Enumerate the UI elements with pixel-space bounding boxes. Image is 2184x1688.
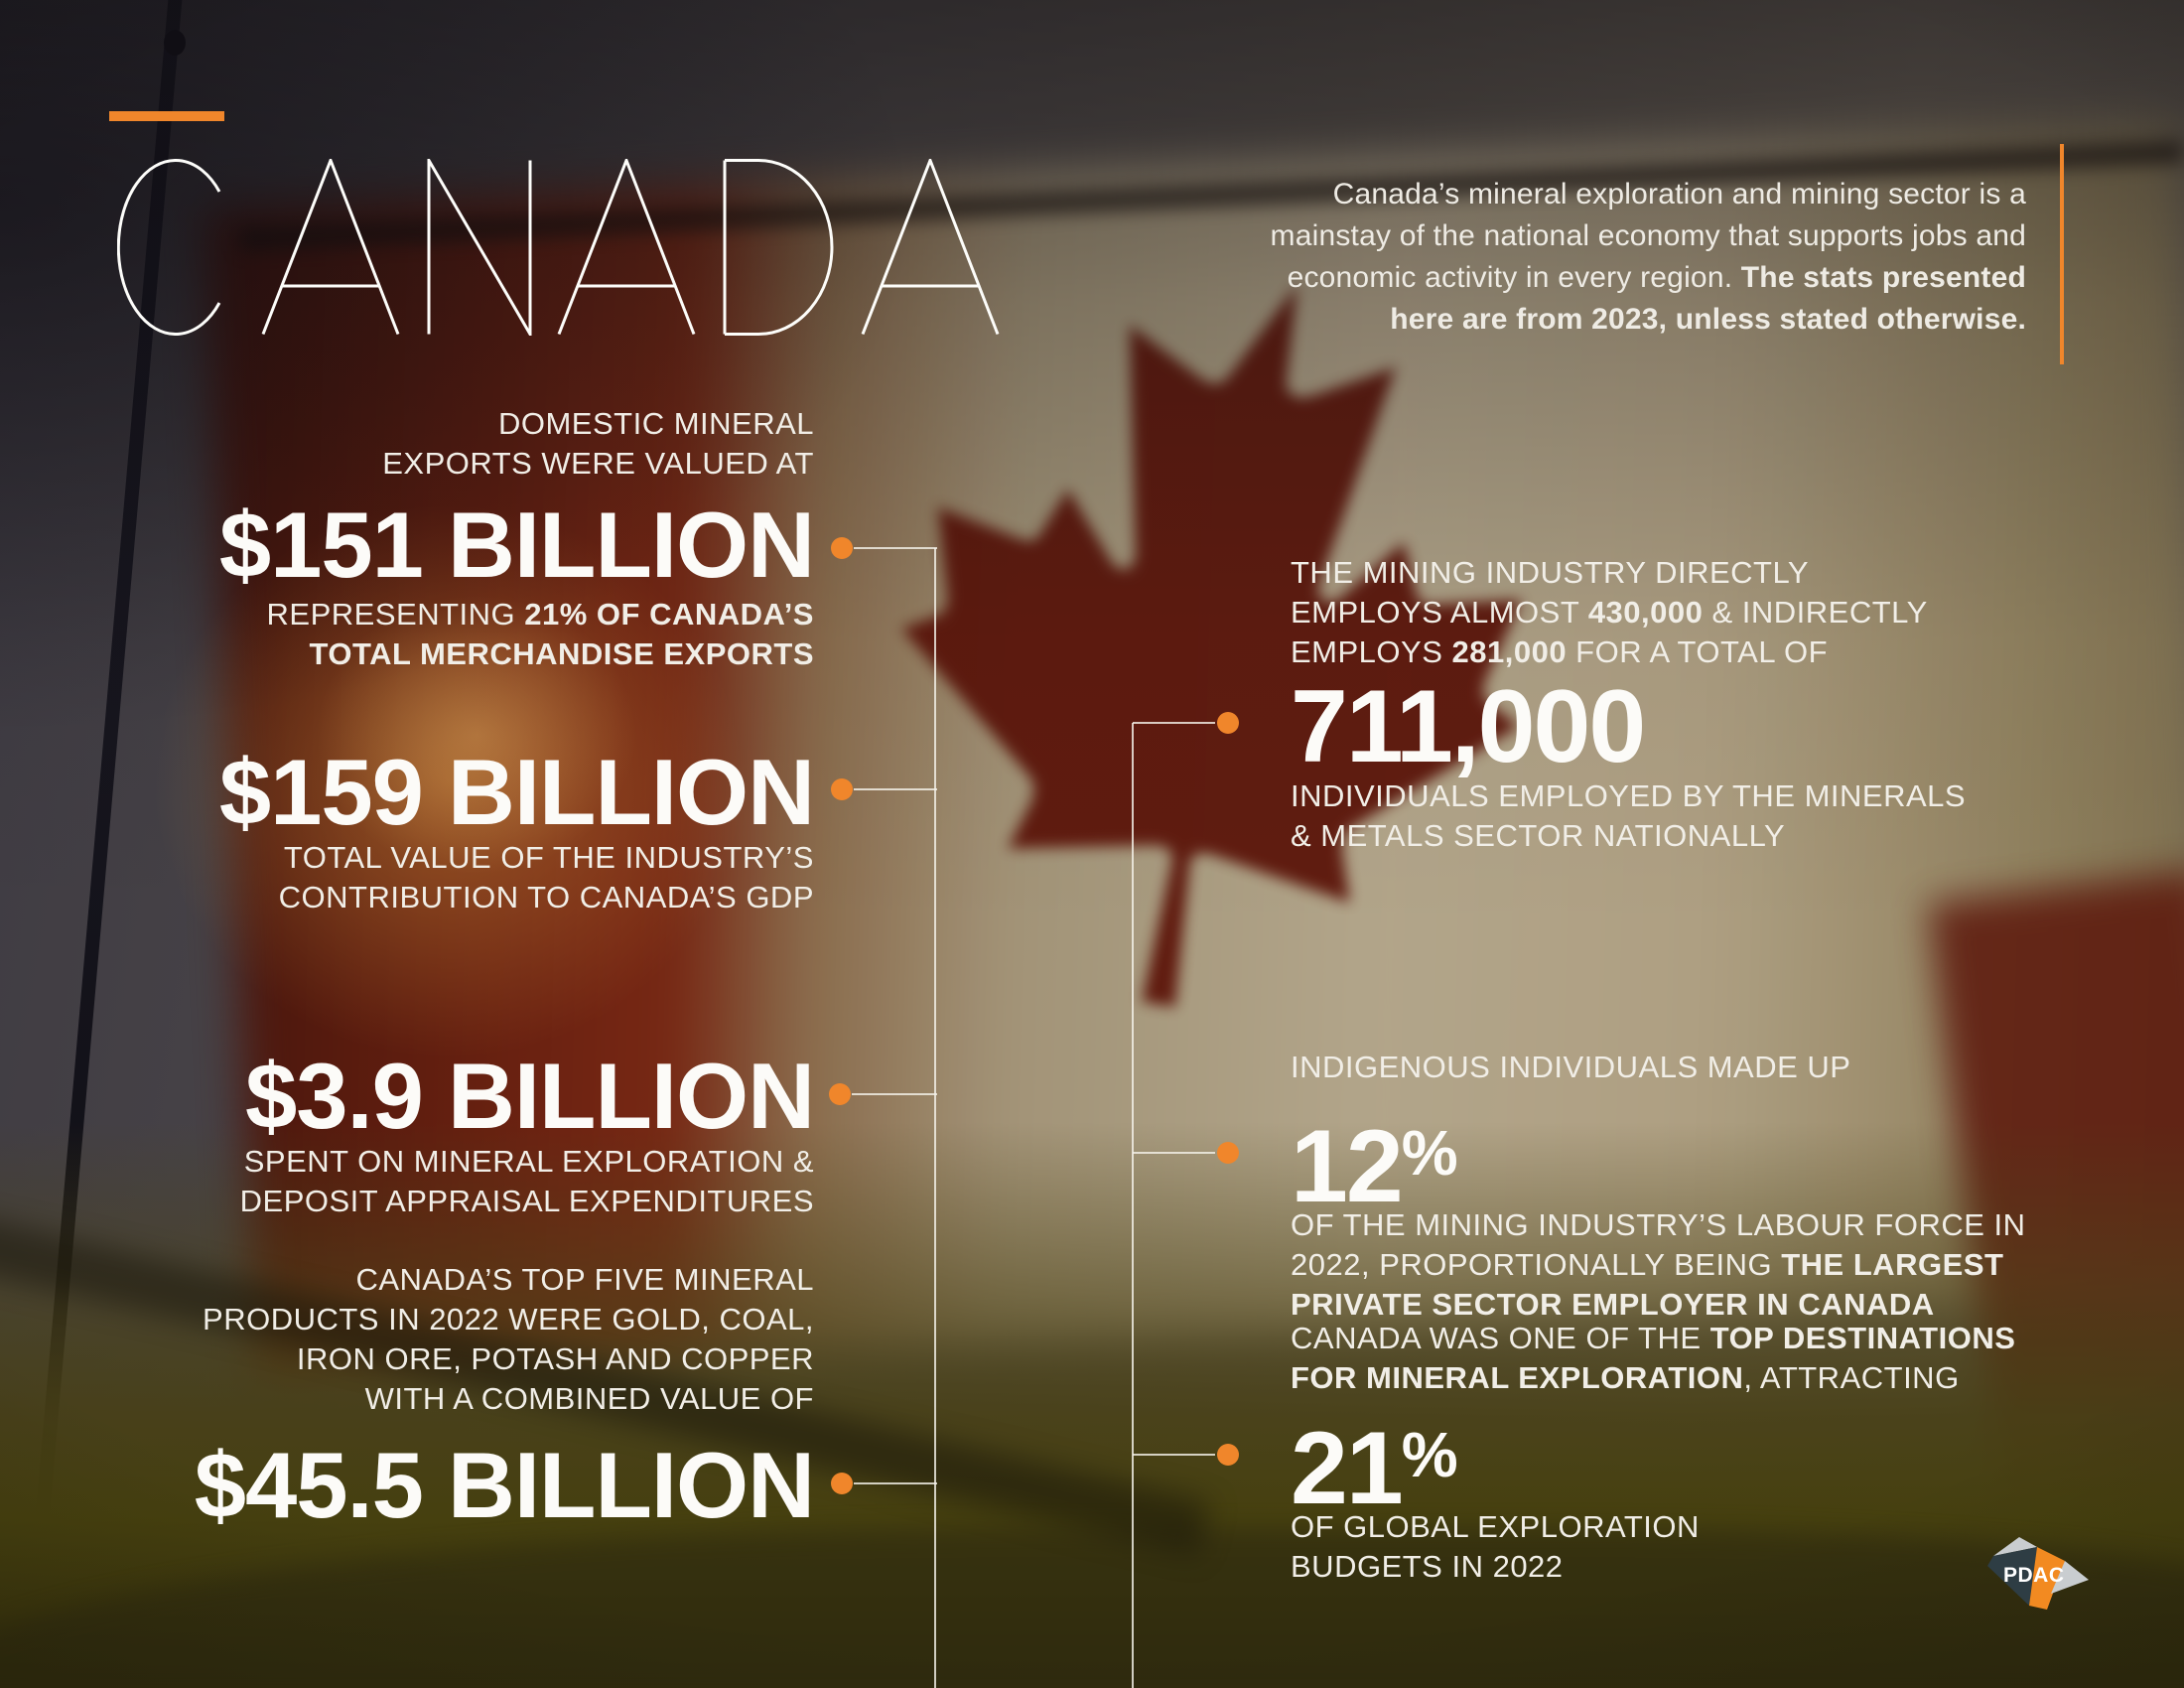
pdac-logo: PDAC	[1987, 1537, 2089, 1610]
dot-711k	[1217, 712, 1239, 734]
stat-exports-header: DOMESTIC MINERAL EXPORTS WERE VALUED AT	[382, 406, 814, 481]
dot-159b	[831, 778, 853, 800]
dot-151b	[831, 537, 853, 559]
stat-indigenous-caption: OF THE MINING INDUSTRY’S LABOUR FORCE IN…	[1291, 1207, 2026, 1322]
logo-facet-orange	[2029, 1547, 2065, 1610]
letter-c	[117, 159, 221, 336]
intro-accent-rule	[2060, 144, 2064, 364]
logo-facet-left	[1987, 1547, 2037, 1606]
title-accent-dash	[109, 111, 224, 121]
logo-text: PDAC	[2003, 1564, 2065, 1587]
stat-exploration-spend-value: $3.9 BILLION	[244, 1044, 815, 1148]
stat-exports-caption: REPRESENTING 21% OF CANADA’S TOTAL MERCHA…	[266, 597, 814, 671]
page-title-canada	[117, 159, 1000, 336]
stat-indigenous-header: INDIGENOUS INDIVIDUALS MADE UP	[1291, 1050, 1851, 1084]
stat-exploration-spend-caption: SPENT ON MINERAL EXPLORATION & DEPOSIT AP…	[239, 1144, 814, 1218]
logo-facet-right	[2051, 1561, 2089, 1594]
stat-destination-value: 21%	[1291, 1411, 1458, 1526]
intro-paragraph: Canada’s mineral exploration and mining …	[1270, 178, 2026, 336]
stat-gdp-caption: TOTAL VALUE OF THE INDUSTRY’S CONTRIBUTIO…	[278, 840, 814, 914]
stat-employment-header: THE MINING INDUSTRY DIRECTLY EMPLOYS ALMO…	[1291, 555, 1928, 669]
letter-a1	[261, 159, 400, 336]
letter-a3	[861, 159, 1000, 336]
stat-indigenous-value: 12%	[1291, 1109, 1458, 1224]
stat-top-minerals-header: CANADA’S TOP FIVE MINERAL PRODUCTS IN 202…	[203, 1262, 814, 1416]
dot-21pct	[1217, 1444, 1239, 1466]
dot-12pct	[1217, 1142, 1239, 1164]
letter-d	[723, 159, 834, 336]
stat-top-minerals-value: $45.5 BILLION	[194, 1433, 815, 1537]
stat-employment-caption: INDIVIDUALS EMPLOYED BY THE MINERALS & ME…	[1291, 778, 1967, 853]
dot-3-9b	[829, 1083, 851, 1105]
stat-exports-value: $151 BILLION	[218, 492, 815, 597]
stat-destination-header: CANADA WAS ONE OF THE TOP DESTINATIONS FO…	[1291, 1321, 2016, 1395]
dot-45-5b	[831, 1473, 853, 1494]
letter-a2	[557, 159, 696, 336]
logo-facet-top	[1993, 1537, 2037, 1556]
stat-employment-value: 711,000	[1291, 669, 1646, 784]
stat-gdp-value: $159 BILLION	[218, 740, 815, 844]
stat-destination-caption: OF GLOBAL EXPLORATION BUDGETS IN 2022	[1291, 1509, 1700, 1584]
letter-n	[427, 159, 532, 336]
